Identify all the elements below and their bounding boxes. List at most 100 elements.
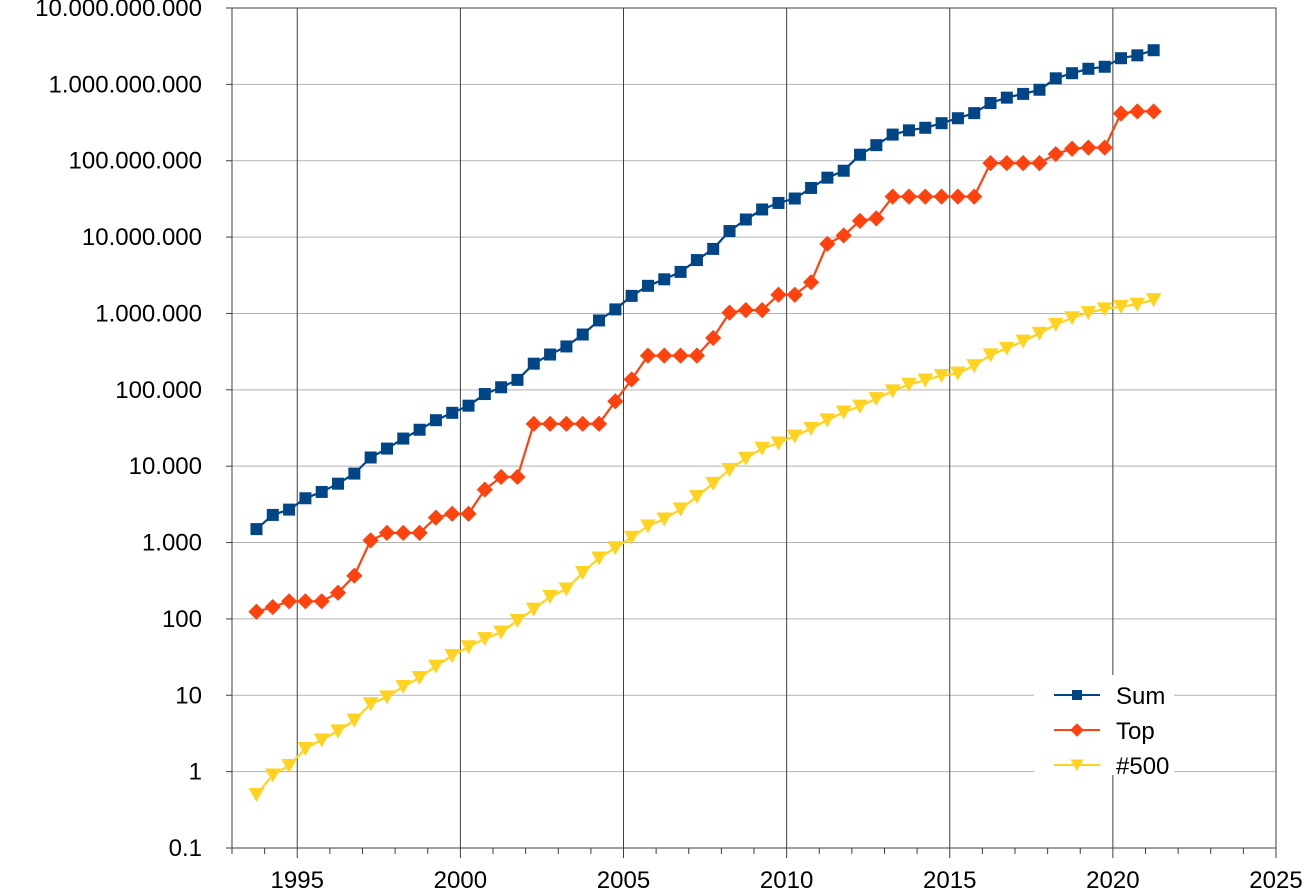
data-point bbox=[1096, 302, 1113, 317]
y-tick-label: 0.1 bbox=[169, 835, 202, 862]
data-point bbox=[362, 532, 379, 549]
data-point bbox=[1064, 311, 1080, 326]
data-point bbox=[462, 399, 475, 412]
x-tick-label: 2015 bbox=[923, 867, 976, 889]
data-point bbox=[413, 423, 426, 436]
legend-item: #500 bbox=[1054, 753, 1169, 780]
data-point bbox=[379, 690, 395, 705]
data-point bbox=[672, 347, 689, 364]
data-point bbox=[1031, 155, 1048, 172]
data-point bbox=[917, 373, 934, 388]
data-point bbox=[1145, 103, 1162, 120]
y-tick-label: 100.000.000 bbox=[69, 148, 202, 175]
data-point bbox=[1115, 52, 1128, 65]
data-point bbox=[509, 613, 526, 629]
data-point bbox=[248, 603, 265, 620]
data-point bbox=[1047, 317, 1064, 332]
data-point bbox=[429, 414, 442, 427]
data-point bbox=[495, 381, 508, 394]
data-point bbox=[411, 524, 428, 541]
data-point bbox=[688, 347, 706, 364]
y-tick-label: 10.000 bbox=[129, 453, 202, 480]
data-point bbox=[1112, 105, 1130, 122]
data-point bbox=[558, 415, 575, 432]
y-tick-label: 10 bbox=[175, 682, 202, 709]
data-point bbox=[984, 97, 997, 110]
data-point bbox=[297, 593, 314, 610]
data-point bbox=[738, 451, 754, 466]
data-point bbox=[607, 541, 624, 556]
data-point bbox=[689, 489, 705, 504]
data-point bbox=[264, 768, 281, 783]
data-point bbox=[511, 373, 524, 386]
legend-label: Sum bbox=[1116, 683, 1165, 710]
data-point bbox=[805, 181, 818, 194]
data-point bbox=[641, 279, 654, 292]
data-point bbox=[901, 377, 917, 392]
data-point bbox=[395, 679, 412, 694]
data-point bbox=[1113, 299, 1129, 314]
data-point bbox=[477, 632, 493, 647]
data-point bbox=[950, 366, 966, 381]
data-point bbox=[266, 508, 279, 521]
x-tick-label: 2005 bbox=[597, 867, 650, 889]
data-point bbox=[1080, 306, 1097, 321]
data-point bbox=[723, 225, 736, 238]
data-point bbox=[900, 188, 918, 205]
y-tick-label: 1.000.000 bbox=[95, 300, 202, 327]
data-point bbox=[1096, 139, 1113, 156]
data-point bbox=[525, 602, 542, 617]
y-tick-label: 100 bbox=[162, 606, 202, 633]
data-point bbox=[917, 188, 934, 205]
series-layer bbox=[248, 44, 1162, 803]
data-point bbox=[656, 347, 673, 364]
data-point bbox=[609, 303, 622, 316]
data-point bbox=[672, 502, 689, 517]
legend-label: Top bbox=[1116, 718, 1155, 745]
data-point bbox=[493, 625, 509, 640]
data-point bbox=[639, 347, 657, 364]
axis-layer: 0.1 1 10 100 1.000 10.000 100.000 1.000.000 10.0… bbox=[35, 0, 1303, 889]
data-point bbox=[1066, 67, 1079, 80]
x-tick-label: 1995 bbox=[271, 867, 324, 889]
data-point bbox=[966, 359, 983, 374]
series-Top bbox=[248, 103, 1162, 620]
data-point bbox=[935, 117, 948, 130]
data-point bbox=[444, 505, 461, 522]
data-point bbox=[427, 509, 445, 526]
data-point bbox=[476, 481, 493, 498]
data-point bbox=[281, 758, 297, 773]
data-point bbox=[770, 436, 787, 451]
data-point bbox=[593, 314, 606, 327]
data-point bbox=[656, 512, 673, 527]
data-point bbox=[1017, 87, 1030, 100]
data-point bbox=[1080, 139, 1097, 156]
data-point bbox=[623, 530, 640, 545]
data-point bbox=[705, 329, 722, 347]
data-point bbox=[739, 213, 752, 226]
data-point bbox=[754, 441, 770, 456]
data-point bbox=[346, 567, 363, 584]
data-point bbox=[378, 524, 396, 541]
data-point bbox=[851, 212, 869, 229]
data-point bbox=[835, 405, 852, 420]
data-point bbox=[248, 787, 265, 803]
data-point bbox=[590, 415, 608, 432]
data-point bbox=[542, 589, 558, 605]
data-point bbox=[362, 697, 379, 712]
data-point bbox=[541, 415, 559, 432]
legend: Sum Top #500 bbox=[1034, 675, 1174, 780]
data-point bbox=[786, 286, 803, 303]
data-point bbox=[527, 357, 540, 370]
legend-background bbox=[1034, 675, 1174, 775]
data-point bbox=[966, 188, 983, 205]
data-point bbox=[852, 399, 868, 414]
data-point bbox=[870, 139, 883, 152]
data-point bbox=[868, 392, 885, 407]
data-point bbox=[348, 467, 361, 480]
series-line bbox=[255, 298, 1154, 796]
data-point bbox=[313, 593, 330, 610]
data-point bbox=[999, 341, 1015, 356]
data-point bbox=[411, 671, 428, 686]
data-point bbox=[428, 659, 444, 674]
